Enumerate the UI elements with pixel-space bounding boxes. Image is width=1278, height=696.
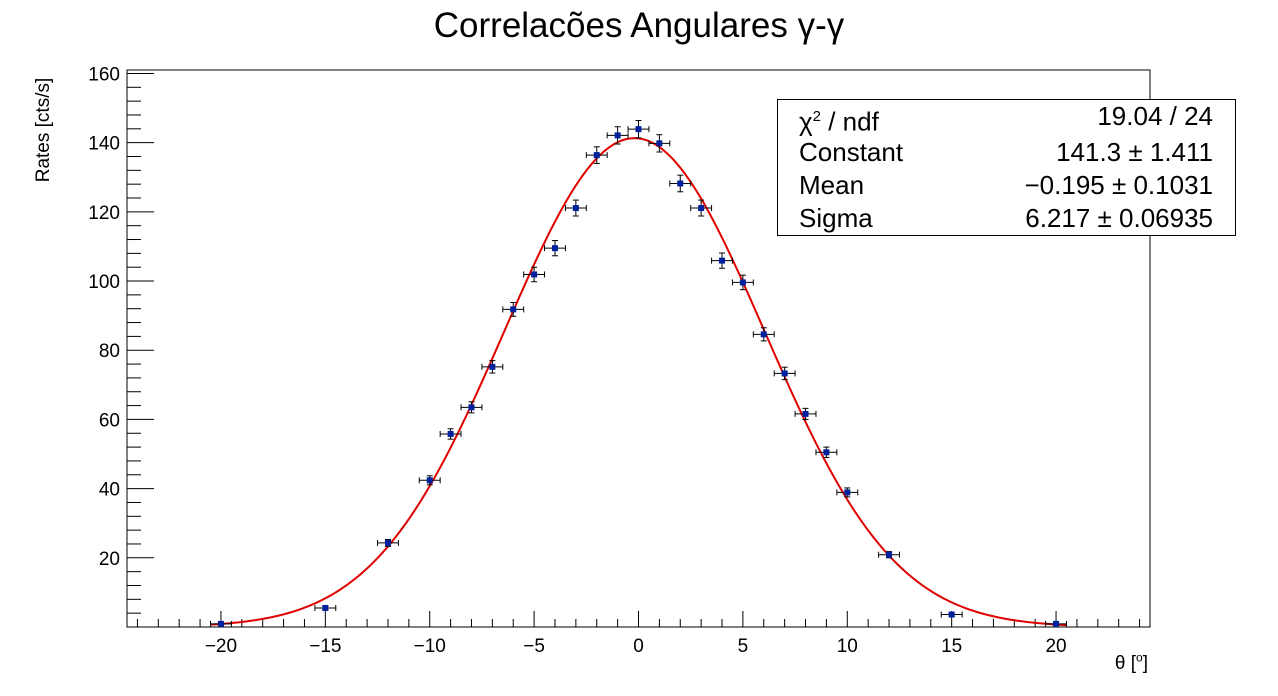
x-tick-label: 15 [941, 636, 962, 657]
data-point [614, 132, 621, 139]
data-point [844, 489, 851, 496]
data-point [739, 279, 746, 286]
data-point [384, 539, 391, 546]
stats-value-mean: −0.195 ± 0.1031 [1024, 170, 1214, 200]
data-point [948, 611, 955, 618]
data-point [886, 551, 893, 558]
data-point [489, 363, 496, 370]
x-tick-label: 0 [633, 636, 644, 657]
y-axis-label: Rates [cts/s] [33, 77, 54, 183]
y-tick-label: 40 [99, 480, 120, 501]
data-point [635, 126, 642, 133]
data-point [823, 449, 830, 456]
x-tick-label: 10 [837, 636, 858, 657]
data-point [447, 430, 454, 437]
stats-key-sigma: Sigma [799, 203, 873, 233]
stats-value-sigma: 6.217 ± 0.06935 [1025, 203, 1213, 233]
x-tick-label: 5 [738, 636, 749, 657]
stats-key-constant: Constant [799, 137, 904, 167]
stats-row-mean: Mean −0.195 ± 0.1031 [799, 169, 1213, 202]
x-axis-label: θ [o] [1115, 651, 1148, 675]
x-tick-label: −10 [414, 636, 446, 657]
y-tick-label: 140 [88, 134, 120, 155]
data-point [551, 245, 558, 252]
y-tick-label: 160 [88, 64, 120, 85]
stats-value-constant: 141.3 ± 1.411 [1056, 137, 1213, 167]
y-tick-label: 20 [99, 549, 120, 570]
stats-row-chi2: χ2 / ndf 19.04 / 24 [799, 100, 1213, 137]
x-tick-label: −5 [523, 636, 545, 657]
x-tick-label: 20 [1045, 636, 1066, 657]
stats-key-chi2: χ2 / ndf [799, 106, 879, 137]
data-point [760, 331, 767, 338]
stats-row-constant: Constant 141.3 ± 1.411 [799, 136, 1213, 169]
data-point [802, 410, 809, 417]
data-point [781, 370, 788, 377]
data-point [217, 620, 224, 627]
chart-title: Correlacões Angulares γ-γ [433, 6, 845, 45]
y-tick-label: 120 [88, 203, 120, 224]
y-tick-label: 60 [99, 410, 120, 431]
gaussian-fit-curve [210, 137, 1067, 627]
stats-value-chi2: 19.04 / 24 [1097, 101, 1213, 131]
x-tick-label: −15 [309, 636, 341, 657]
data-point [656, 140, 663, 147]
y-tick-label: 100 [88, 272, 120, 293]
fit-stats-box: χ2 / ndf 19.04 / 24 Constant 141.3 ± 1.4… [777, 99, 1236, 236]
stats-row-sigma: Sigma 6.217 ± 0.06935 [799, 202, 1213, 235]
data-point [593, 152, 600, 159]
stats-key-mean: Mean [799, 170, 865, 200]
x-axis-label-text: θ [o] [1114, 651, 1148, 675]
data-point [510, 306, 517, 313]
data-point [677, 180, 684, 187]
data-point [698, 205, 705, 212]
data-point [719, 257, 726, 264]
data-point [531, 271, 538, 278]
data-point [322, 604, 329, 611]
data-point [572, 205, 579, 212]
y-tick-label: 80 [99, 341, 120, 362]
data-point [468, 404, 475, 411]
data-point [426, 477, 433, 484]
x-tick-label: −20 [205, 636, 237, 657]
data-point [1053, 620, 1060, 627]
